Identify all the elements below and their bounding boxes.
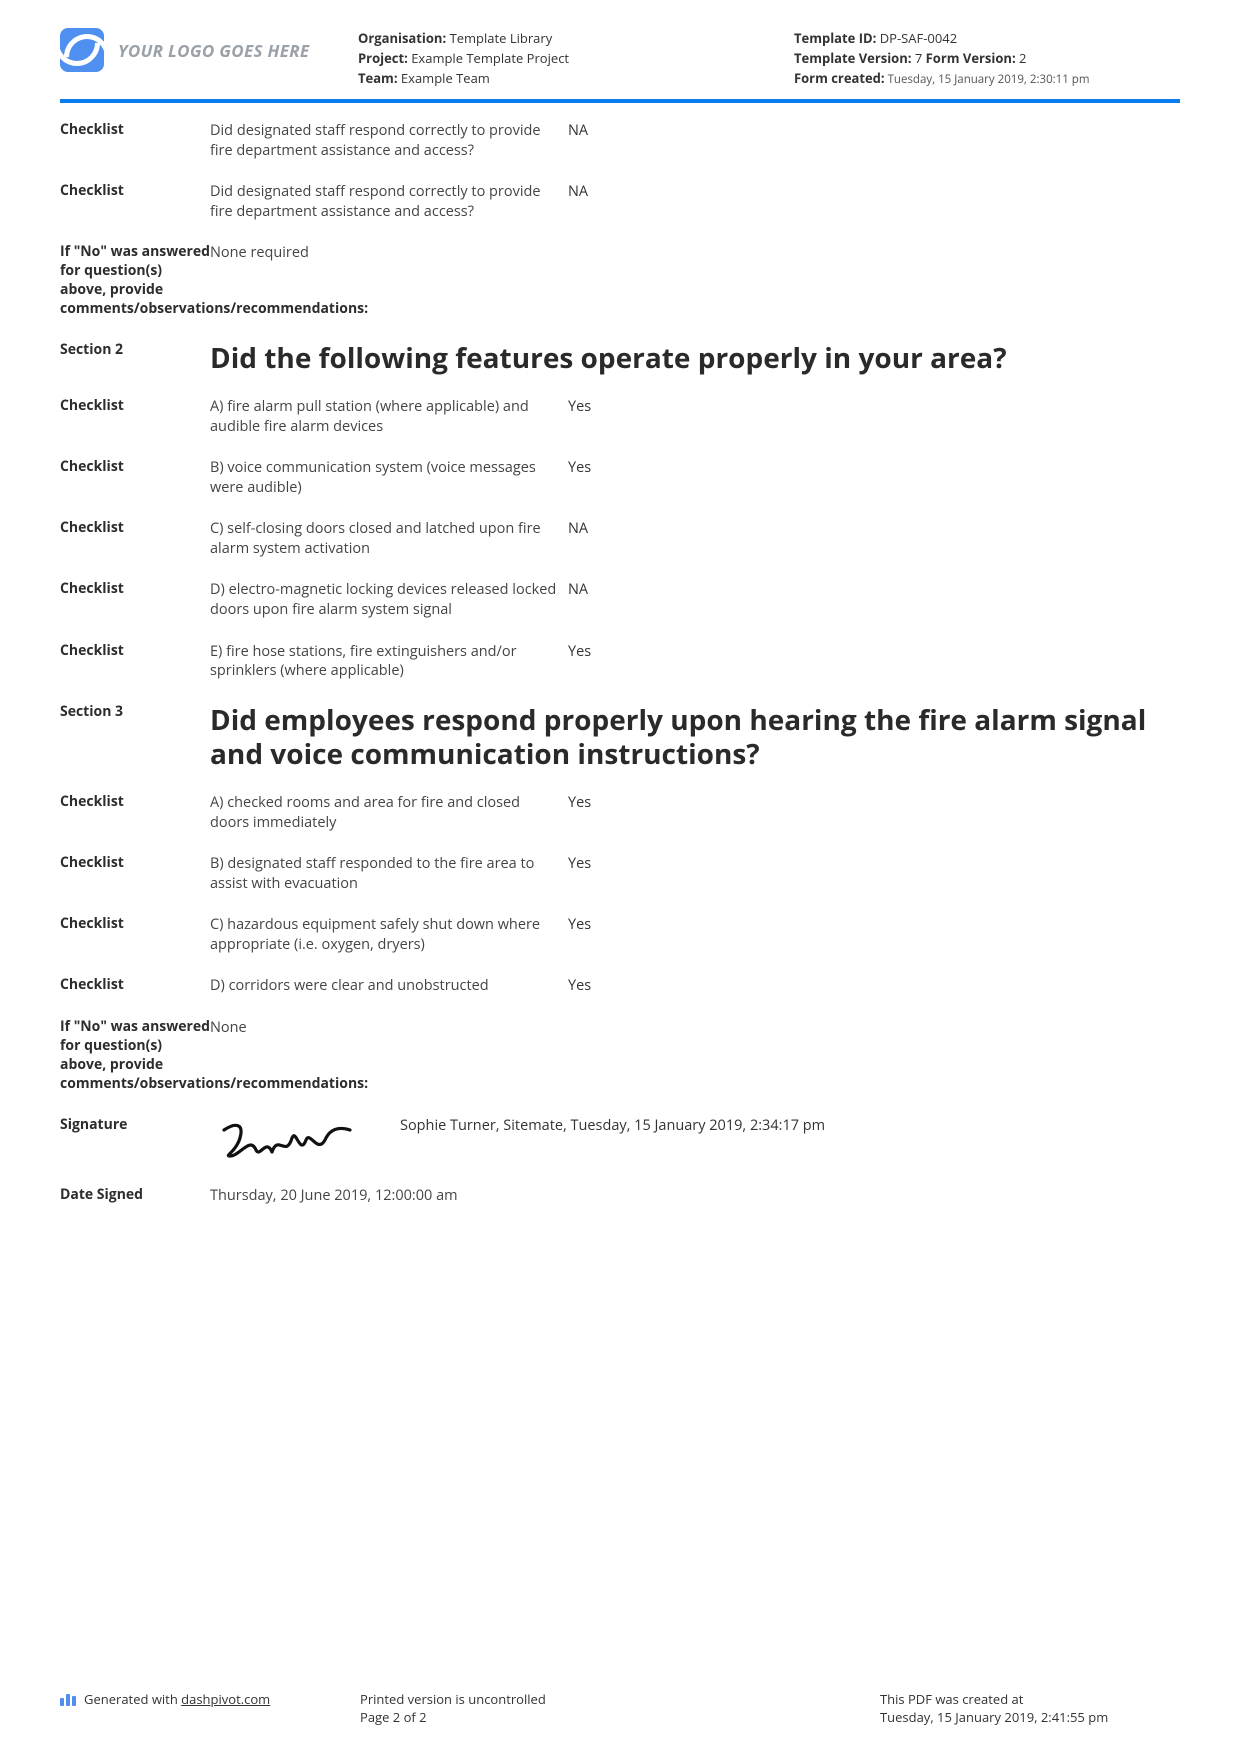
checklist-answer: NA xyxy=(568,121,688,140)
checklist-question: A) checked rooms and area for fire and c… xyxy=(210,793,560,832)
checklist-answer: Yes xyxy=(568,793,688,812)
checklist-question: C) self-closing doors closed and latched… xyxy=(210,519,560,558)
generated-prefix: Generated with xyxy=(84,1690,181,1708)
section-row: Section 2Did the following features oper… xyxy=(60,333,1180,389)
checklist-row: ChecklistB) designated staff responded t… xyxy=(60,846,1180,907)
footer-created-line2: Tuesday, 15 January 2019, 2:41:55 pm xyxy=(880,1708,1180,1726)
checklist-row: ChecklistD) corridors were clear and uno… xyxy=(60,968,1180,1010)
row-label: Checklist xyxy=(60,580,210,599)
checklist-question: Did designated staff respond correctly t… xyxy=(210,121,560,160)
checklist-question: A) fire alarm pull station (where applic… xyxy=(210,397,560,436)
form-version-label: Form Version: xyxy=(926,49,1016,67)
checklist-row: ChecklistB) voice communication system (… xyxy=(60,450,1180,511)
checklist-row: ChecklistC) hazardous equipment safely s… xyxy=(60,907,1180,968)
template-id-label: Template ID: xyxy=(794,29,876,47)
footer-created-line1: This PDF was created at xyxy=(880,1690,1180,1708)
row-label: Checklist xyxy=(60,182,210,201)
checklist-row: ChecklistDid designated staff respond co… xyxy=(60,113,1180,174)
template-id-value: DP-SAF-0042 xyxy=(876,29,957,47)
row-label: If "No" was answered for question(s) abo… xyxy=(60,1018,210,1094)
checklist-question: B) designated staff responded to the fir… xyxy=(210,854,560,893)
dashpivot-link[interactable]: dashpivot.com xyxy=(181,1690,270,1708)
checklist-row: ChecklistE) fire hose stations, fire ext… xyxy=(60,634,1180,695)
page-footer: Generated with dashpivot.com Printed ver… xyxy=(0,1690,1240,1726)
row-label: Checklist xyxy=(60,793,210,812)
checklist-answer: Yes xyxy=(568,397,688,416)
checklist-answer: Yes xyxy=(568,458,688,477)
comment-text: None xyxy=(210,1018,247,1037)
checklist-question: B) voice communication system (voice mes… xyxy=(210,458,560,497)
section-heading: Did the following features operate prope… xyxy=(210,341,1180,375)
org-label: Organisation: xyxy=(358,29,446,47)
row-label: Checklist xyxy=(60,519,210,538)
template-version-label: Template Version: xyxy=(794,49,911,67)
checklist-answer: Yes xyxy=(568,854,688,873)
logo-icon xyxy=(60,28,104,72)
comment-row: If "No" was answered for question(s) abo… xyxy=(60,235,1180,333)
template-version-value: 7 xyxy=(911,49,925,67)
row-label: Checklist xyxy=(60,397,210,416)
project-value: Example Template Project xyxy=(408,49,569,67)
checklist-question: C) hazardous equipment safely shut down … xyxy=(210,915,560,954)
row-label: Checklist xyxy=(60,915,210,934)
date-signed-label: Date Signed xyxy=(60,1186,210,1205)
checklist-row: ChecklistDid designated staff respond co… xyxy=(60,174,1180,235)
row-label: Checklist xyxy=(60,458,210,477)
team-value: Example Team xyxy=(398,69,490,87)
date-signed-value: Thursday, 20 June 2019, 12:00:00 am xyxy=(210,1186,458,1205)
checklist-row: ChecklistC) self-closing doors closed an… xyxy=(60,511,1180,572)
page-header: YOUR LOGO GOES HERE Organisation: Templa… xyxy=(60,28,1180,99)
team-label: Team: xyxy=(358,69,398,87)
signature-caption: Sophie Turner, Sitemate, Tuesday, 15 Jan… xyxy=(400,1116,825,1135)
checklist-row: ChecklistA) fire alarm pull station (whe… xyxy=(60,389,1180,450)
logo-placeholder-text: YOUR LOGO GOES HERE xyxy=(118,39,309,62)
section-heading: Did employees respond properly upon hear… xyxy=(210,703,1180,771)
checklist-answer: Yes xyxy=(568,976,688,995)
form-created-label: Form created: xyxy=(794,69,885,87)
row-label: Checklist xyxy=(60,642,210,661)
checklist-question: E) fire hose stations, fire extinguisher… xyxy=(210,642,560,681)
checklist-answer: Yes xyxy=(568,642,688,661)
checklist-question: D) corridors were clear and unobstructed xyxy=(210,976,560,996)
footer-printed-line2: Page 2 of 2 xyxy=(360,1708,880,1726)
row-label: Checklist xyxy=(60,854,210,873)
logo-block: YOUR LOGO GOES HERE xyxy=(60,28,340,72)
org-value: Template Library xyxy=(446,29,552,47)
section-row: Section 3Did employees respond properly … xyxy=(60,695,1180,785)
row-label: Checklist xyxy=(60,121,210,140)
checklist-answer: Yes xyxy=(568,915,688,934)
checklist-row: ChecklistD) electro-magnetic locking dev… xyxy=(60,572,1180,633)
dashpivot-icon xyxy=(60,1692,76,1706)
comment-text: None required xyxy=(210,243,309,262)
date-signed-row: Date Signed Thursday, 20 June 2019, 12:0… xyxy=(60,1178,1180,1219)
checklist-answer: NA xyxy=(568,580,688,599)
form-created-value: Tuesday, 15 January 2019, 2:30:11 pm xyxy=(885,72,1090,87)
row-label: If "No" was answered for question(s) abo… xyxy=(60,243,210,319)
meta-left: Organisation: Template Library Project: … xyxy=(358,28,744,89)
signature-label: Signature xyxy=(60,1116,210,1135)
signature-image xyxy=(210,1116,370,1164)
signature-row: Signature Sophie Turner, Sitemate, Tuesd… xyxy=(60,1108,1180,1178)
comment-row: If "No" was answered for question(s) abo… xyxy=(60,1010,1180,1108)
checklist-question: Did designated staff respond correctly t… xyxy=(210,182,560,221)
checklist-answer: NA xyxy=(568,519,688,538)
row-label: Section 2 xyxy=(60,341,210,360)
meta-right: Template ID: DP-SAF-0042 Template Versio… xyxy=(794,28,1180,89)
row-label: Checklist xyxy=(60,976,210,995)
checklist-question: D) electro-magnetic locking devices rele… xyxy=(210,580,560,619)
checklist-row: ChecklistA) checked rooms and area for f… xyxy=(60,785,1180,846)
form-version-value: 2 xyxy=(1016,49,1027,67)
project-label: Project: xyxy=(358,49,408,67)
row-label: Section 3 xyxy=(60,703,210,722)
header-rule xyxy=(60,99,1180,103)
footer-printed-line1: Printed version is uncontrolled xyxy=(360,1690,880,1708)
checklist-answer: NA xyxy=(568,182,688,201)
